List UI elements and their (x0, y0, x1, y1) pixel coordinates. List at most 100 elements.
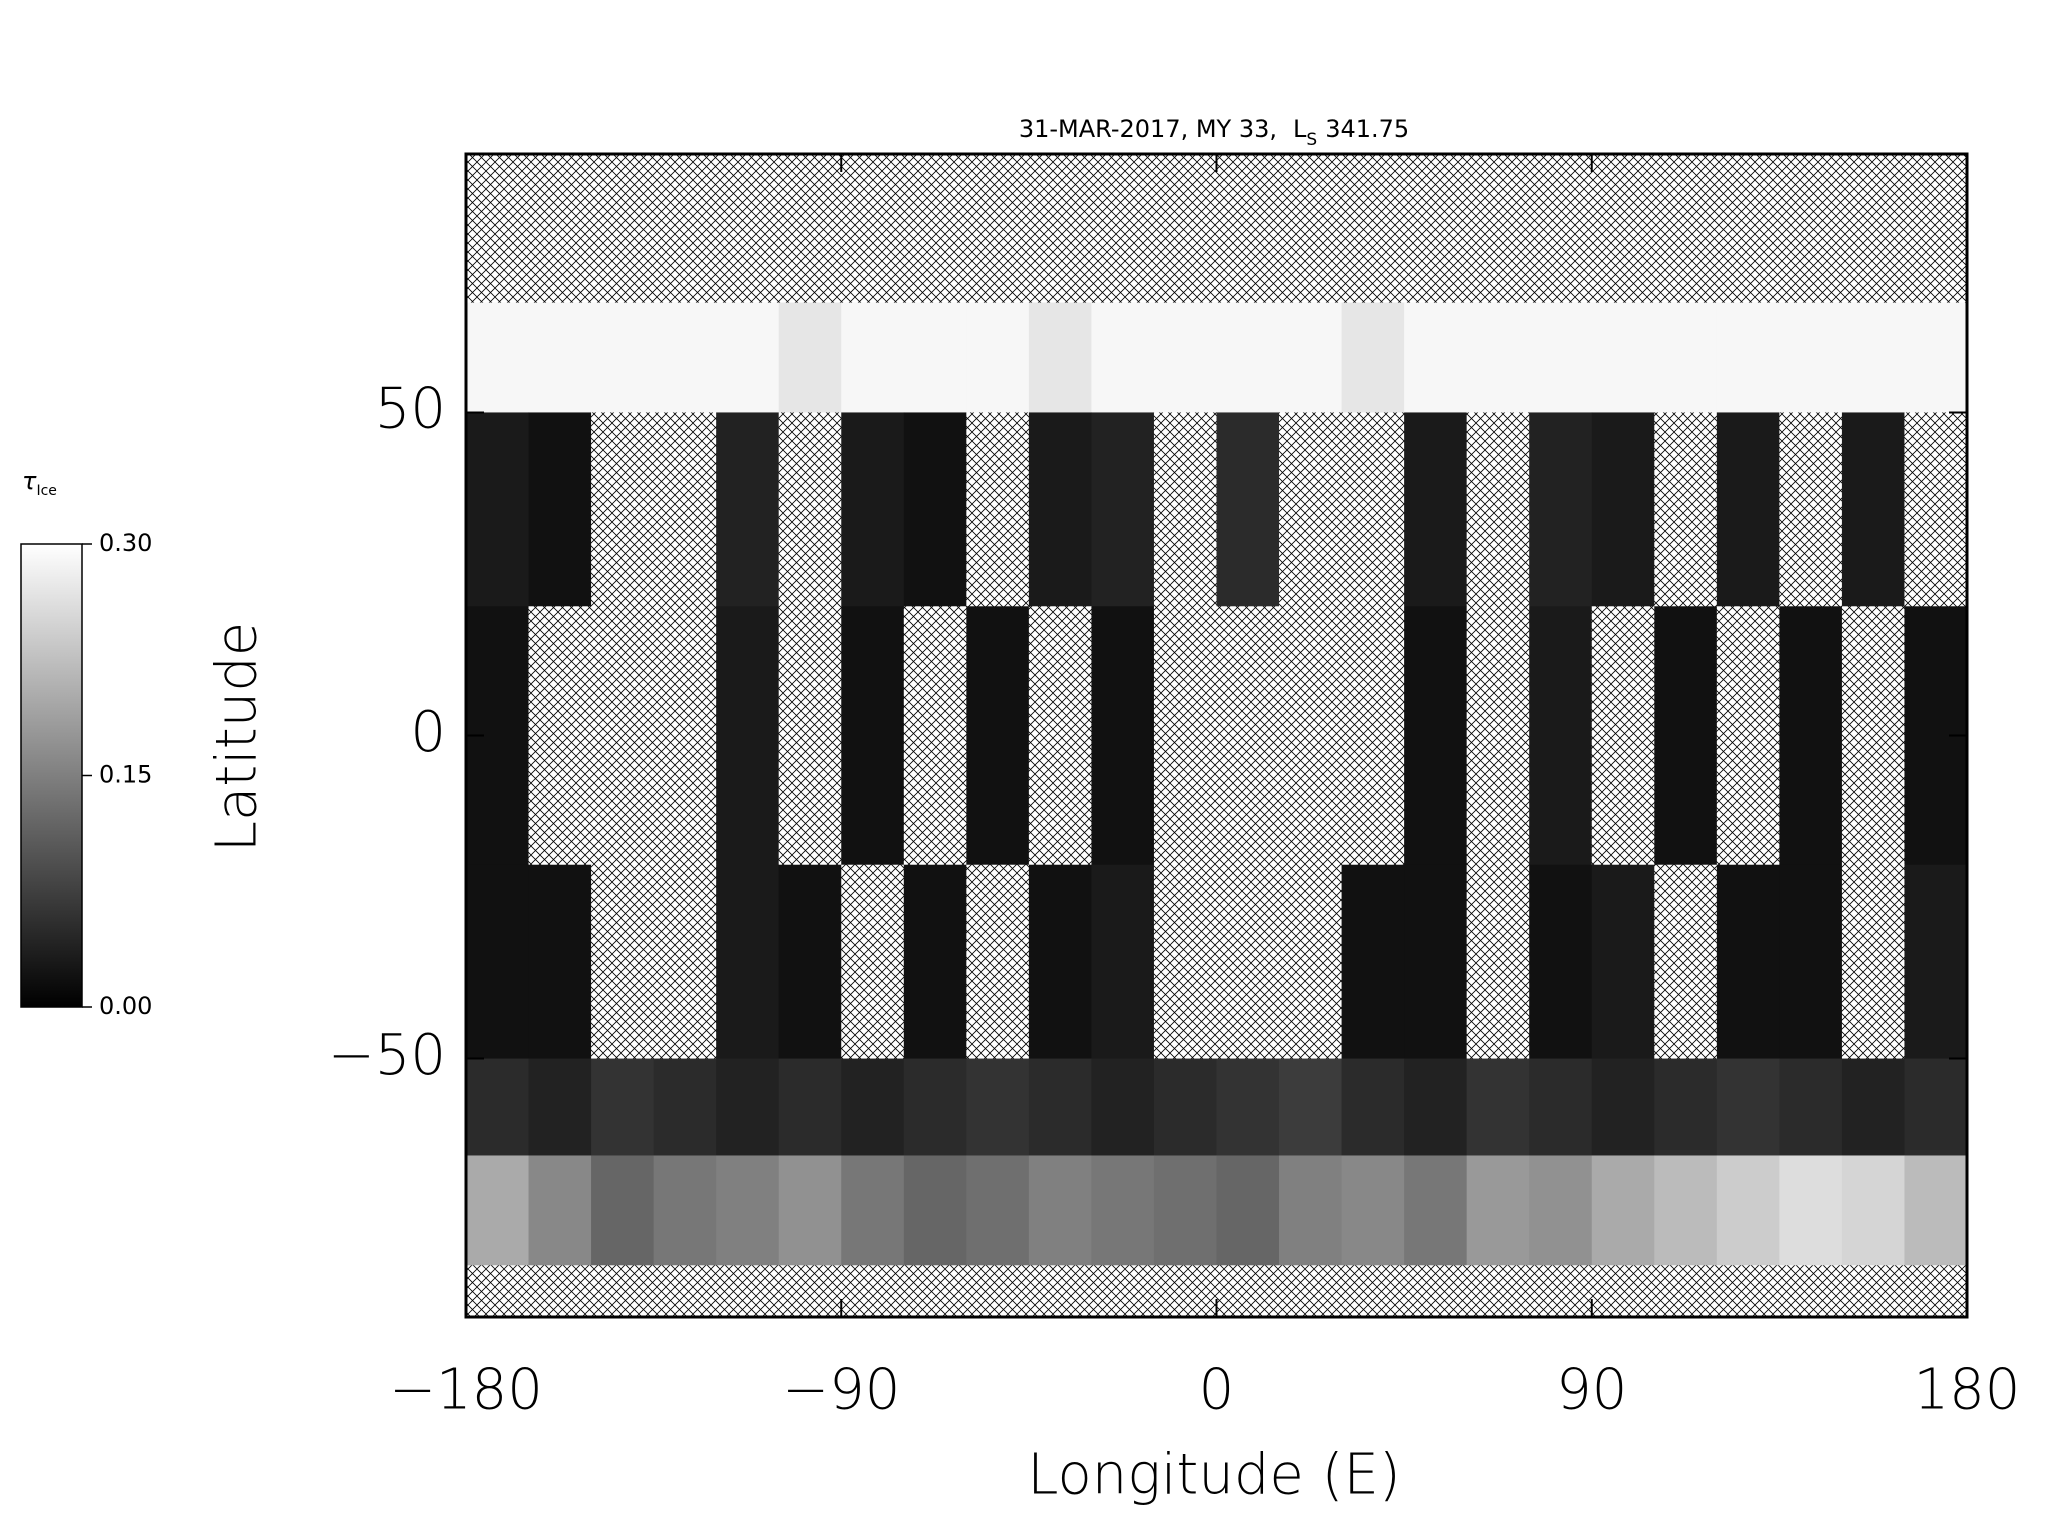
heatmap-cell (528, 864, 592, 1060)
y-tick-label: 0 (410, 700, 446, 765)
heatmap-cell (591, 1155, 655, 1266)
no-data-cell (653, 412, 717, 607)
heatmap-cell (1654, 1058, 1718, 1156)
heatmap-cell (1904, 1058, 1968, 1156)
x-tick-label: −90 (782, 1357, 900, 1422)
heatmap-cell (1028, 1155, 1092, 1266)
heatmap-cell (1841, 302, 1905, 413)
no-data-cell (1279, 606, 1343, 866)
x-tick-label: 90 (1556, 1357, 1627, 1422)
heatmap-cell (1341, 302, 1405, 413)
no-data-cell (778, 154, 842, 304)
chart-title: 31-MAR-2017, MY 33, LS 341.75 (1019, 115, 1409, 150)
no-data-cell (1404, 154, 1468, 304)
x-tick-label: −180 (389, 1357, 543, 1422)
heatmap-cell (1591, 302, 1655, 413)
heatmap-cell (1841, 412, 1905, 607)
heatmap-cell (1279, 1058, 1343, 1156)
heatmap-cell (1779, 302, 1843, 413)
heatmap-cell (841, 1155, 905, 1266)
title-subscript: S (1306, 130, 1317, 150)
no-data-cell (903, 1265, 967, 1318)
heatmap-cell (1341, 1058, 1405, 1156)
heatmap-cell (1716, 412, 1780, 607)
no-data-cell (778, 1265, 842, 1318)
no-data-cell (591, 1265, 655, 1318)
heatmap-cell (1404, 606, 1468, 866)
heatmap-cell (1466, 1058, 1530, 1156)
heatmap-cell (1091, 412, 1155, 607)
no-data-cell (1466, 412, 1530, 607)
heatmap-cell (1904, 864, 1968, 1060)
no-data-cell (1591, 1265, 1655, 1318)
heatmap-cell (1404, 864, 1468, 1060)
heatmap-cell (1716, 1155, 1780, 1266)
heatmap-cell (1591, 1058, 1655, 1156)
no-data-cell (1279, 154, 1343, 304)
heatmap-cell (1404, 1155, 1468, 1266)
heatmap-cell (466, 864, 530, 1060)
no-data-cell (1341, 154, 1405, 304)
heatmap-cell (841, 1058, 905, 1156)
y-tick-label: 50 (375, 377, 446, 442)
no-data-cell (1341, 606, 1405, 866)
heatmap-cell (966, 606, 1030, 866)
no-data-cell (1466, 1265, 1530, 1318)
no-data-cell (1654, 1265, 1718, 1318)
heatmap-cell (1779, 864, 1843, 1060)
heatmap-cell (1091, 864, 1155, 1060)
heatmap-cell (1529, 864, 1593, 1060)
heatmap-cell (1529, 606, 1593, 866)
heatmap-cell (1779, 1155, 1843, 1266)
heatmap-cell (966, 1155, 1030, 1266)
heatmap-cell (1716, 1058, 1780, 1156)
heatmap-cell (1028, 864, 1092, 1060)
heatmap-cell (903, 864, 967, 1060)
no-data-cell (466, 1265, 530, 1318)
no-data-cell (841, 154, 905, 304)
no-data-cell (716, 154, 780, 304)
heatmap-cell (716, 302, 780, 413)
heatmap-cell (1341, 1155, 1405, 1266)
colorbar-symbol: τ (22, 467, 37, 495)
heatmap-cell (1779, 606, 1843, 866)
no-data-cell (1153, 1265, 1217, 1318)
no-data-cell (1341, 1265, 1405, 1318)
no-data-cell (1529, 154, 1593, 304)
heatmap-cell (653, 1058, 717, 1156)
heatmap-cell (528, 302, 592, 413)
no-data-cell (1216, 1265, 1280, 1318)
heatmap-cell (1591, 864, 1655, 1060)
heatmap-cell (591, 302, 655, 413)
no-data-cell (1904, 1265, 1968, 1318)
heatmap-cell (1028, 1058, 1092, 1156)
heatmap-cell (1529, 1155, 1593, 1266)
no-data-cell (1904, 154, 1968, 304)
title-date: 31-MAR-2017, MY 33, (1019, 115, 1277, 143)
heatmap-cell (1216, 412, 1280, 607)
heatmap-cell (1216, 302, 1280, 413)
no-data-cell (1654, 864, 1718, 1060)
heatmap-cell (778, 1155, 842, 1266)
no-data-cell (1841, 154, 1905, 304)
heatmap-cell (903, 1058, 967, 1156)
no-data-cell (591, 606, 655, 866)
heatmap-cell (1279, 1155, 1343, 1266)
no-data-cell (1529, 1265, 1593, 1318)
heatmap-cell (1216, 1155, 1280, 1266)
heatmap-cell (653, 302, 717, 413)
no-data-cell (528, 154, 592, 304)
heatmap-cell (1216, 1058, 1280, 1156)
heatmap-cell (716, 864, 780, 1060)
heatmap-cell (716, 1155, 780, 1266)
no-data-cell (1028, 154, 1092, 304)
heatmap-cell (1591, 1155, 1655, 1266)
no-data-cell (1591, 606, 1655, 866)
colorbar-tick-label: 0.15 (99, 761, 152, 789)
heatmap-cell (528, 1155, 592, 1266)
no-data-cell (1028, 1265, 1092, 1318)
heatmap-cell (1153, 1155, 1217, 1266)
heatmap-cell (653, 1155, 717, 1266)
heatmap-cell (903, 302, 967, 413)
